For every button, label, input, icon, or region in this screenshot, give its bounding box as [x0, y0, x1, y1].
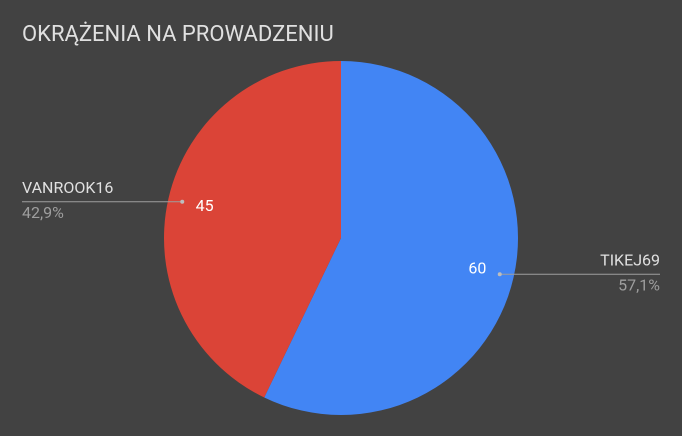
pie-slice — [264, 61, 519, 416]
data-label: 60 — [468, 258, 486, 277]
legend-label: TIKEJ69 — [600, 250, 660, 269]
legend-label: VANROOK16 — [22, 178, 113, 197]
chart-title: OKRĄŻENIA NA PROWADZENIU — [22, 21, 334, 47]
data-label: 45 — [196, 196, 214, 215]
leader-dot — [180, 199, 185, 204]
percent-label: 57,1% — [618, 275, 660, 294]
percent-label: 42,9% — [22, 203, 64, 222]
pie-slice — [164, 61, 341, 398]
leader-dot — [497, 272, 502, 277]
